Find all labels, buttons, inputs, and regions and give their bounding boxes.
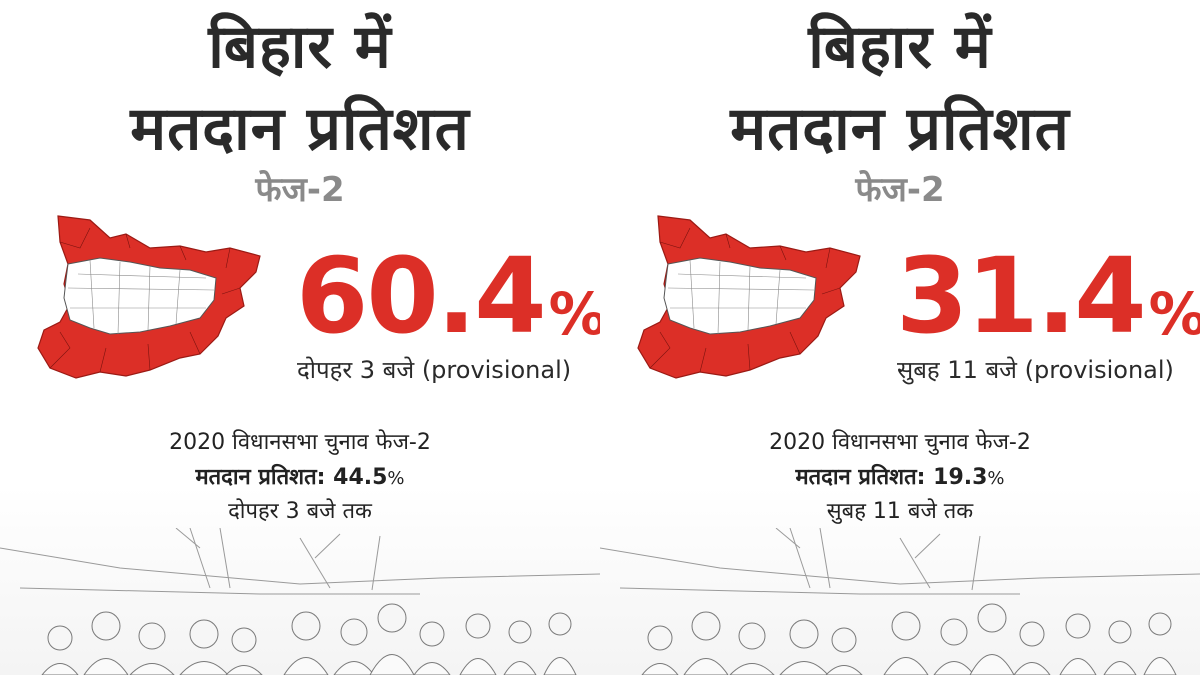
bihar-map-icon xyxy=(37,215,261,379)
prev-election-heading: 2020 विधानसभा चुनाव फेज-2 xyxy=(769,430,1031,455)
phase-label: फेज-2 xyxy=(255,170,345,210)
bihar-map-icon xyxy=(637,215,861,379)
turnout-value: 60.4 xyxy=(296,235,547,357)
phase-label: फेज-2 xyxy=(855,170,945,210)
panel-left: बिहार में मतदान प्रतिशत फेज-2 xyxy=(0,0,600,675)
title-line2: मतदान प्रतिशत xyxy=(730,94,1070,164)
panel-right: बिहार में मतदान प्रतिशत फेज-2 xyxy=(600,0,1200,675)
prev-turnout-symbol: % xyxy=(387,468,405,489)
turnout-symbol: % xyxy=(1148,280,1200,348)
turnout-value: 31.4 xyxy=(896,235,1147,357)
prev-turnout-label: मतदान प्रतिशत: xyxy=(195,465,326,490)
prev-turnout-value: 44.5 xyxy=(333,465,388,490)
title-line1: बिहार में xyxy=(208,12,392,82)
turnout-time: सुबह 11 बजे (provisional) xyxy=(897,356,1174,384)
prev-turnout: मतदान प्रतिशत: 19.3% xyxy=(600,462,1200,495)
prev-turnout: मतदान प्रतिशत: 44.5% xyxy=(0,462,600,495)
title-line1: बिहार में xyxy=(808,12,992,82)
prev-turnout-symbol: % xyxy=(987,468,1005,489)
prev-turnout-label: मतदान प्रतिशत: xyxy=(795,465,926,490)
turnout-percent: 60.4 % xyxy=(296,236,600,356)
title-line2: मतदान प्रतिशत xyxy=(130,94,470,164)
prev-turnout-time: सुबह 11 बजे तक xyxy=(826,499,974,524)
prev-election-heading: 2020 विधानसभा चुनाव फेज-2 xyxy=(169,430,431,455)
prev-turnout-value: 19.3 xyxy=(933,465,988,490)
turnout-symbol: % xyxy=(548,280,600,348)
turnout-percent: 31.4 % xyxy=(896,236,1200,356)
crowd-illustration xyxy=(600,528,1200,675)
turnout-time: दोपहर 3 बजे (provisional) xyxy=(297,356,572,384)
prev-turnout-time: दोपहर 3 बजे तक xyxy=(228,499,372,524)
crowd-illustration xyxy=(0,528,600,675)
